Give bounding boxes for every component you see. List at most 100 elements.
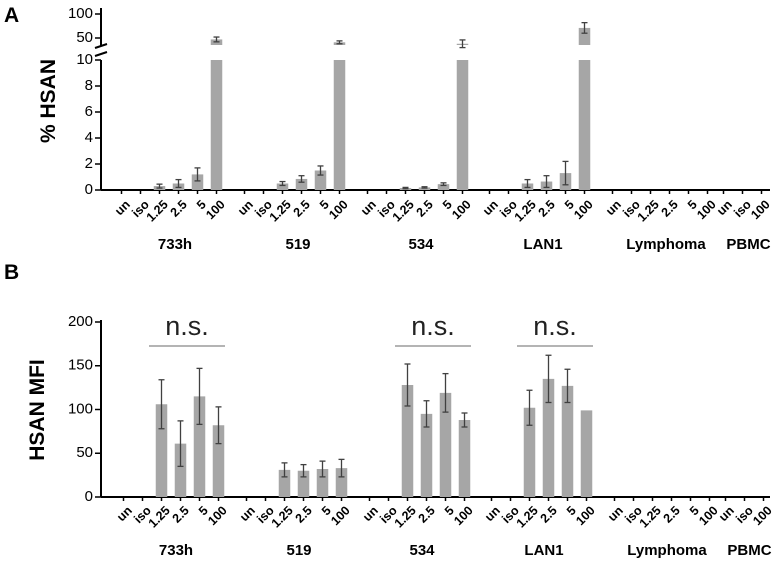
panel-b-x-tick-label: 1.25 xyxy=(269,503,296,530)
panel-a-x-tick-label: un xyxy=(112,197,133,218)
panel-a-x-tick-label: 100 xyxy=(326,197,351,222)
panel-a-x-tick-label: 1.25 xyxy=(390,197,417,224)
panel-b-label: B xyxy=(4,261,19,284)
panel-b-x-tick-label: 1.25 xyxy=(637,503,664,530)
panel-b-x-tick-label: 1.25 xyxy=(392,503,419,530)
panel-b-y-tick-label: 0 xyxy=(85,488,93,505)
bar xyxy=(335,468,348,497)
bar xyxy=(578,60,591,190)
panel-a-y-tick-label: 8 xyxy=(85,77,93,94)
bar xyxy=(420,413,433,497)
panel-b-group-label: PBMC xyxy=(727,542,771,559)
panel-b-group-label: Lymphoma xyxy=(627,542,707,559)
panel-a-x-tick-label: 2.5 xyxy=(414,197,436,219)
bar xyxy=(193,396,206,497)
panel-b-x-tick-label: un xyxy=(605,503,626,524)
bar xyxy=(295,178,308,190)
bar xyxy=(439,392,452,497)
panel-a-y-tick-label: 0 xyxy=(85,181,93,198)
panel-b-x-tick-label: 2.5 xyxy=(293,503,315,525)
panel-b-x-tick-label: un xyxy=(716,503,737,524)
panel-a-label: A xyxy=(4,4,19,27)
panel-a-y-tick-label: 100 xyxy=(68,5,93,22)
panel-a-x-tick-label: un xyxy=(358,197,379,218)
panel-a-group-label: PBMC xyxy=(726,236,770,253)
bar xyxy=(580,410,593,497)
panel-a-x-tick-label: 100 xyxy=(449,197,474,222)
panel-b-x-tick-label: 2.5 xyxy=(170,503,192,525)
panel-b-x-tick-label: 1.25 xyxy=(146,503,173,530)
panel-a-group-label: 534 xyxy=(408,236,434,253)
panel-b-x-tick-label: un xyxy=(114,503,135,524)
panel-b-group-label: 733h xyxy=(159,542,193,559)
significance-label: n.s. xyxy=(165,311,209,341)
bar xyxy=(561,385,574,497)
panel-a-group-label: 519 xyxy=(285,236,310,253)
panel-a-group-label: Lymphoma xyxy=(626,236,706,253)
panel-a-x-tick-label: un xyxy=(714,197,735,218)
panel-a-x-tick-label: 2.5 xyxy=(536,197,558,219)
panel-a-x-tick-label: 100 xyxy=(571,197,596,222)
significance-label: n.s. xyxy=(411,311,455,341)
panel-a-x-tick-label: 1.25 xyxy=(512,197,539,224)
panel-a-x-tick-label: un xyxy=(603,197,624,218)
panel-b-x-tick-label: 2.5 xyxy=(416,503,438,525)
panel-a-x-tick-label: 100 xyxy=(203,197,228,222)
panel-a-x-tick-label: 1.25 xyxy=(267,197,294,224)
bar xyxy=(210,60,223,190)
panel-b-y-tick-label: 150 xyxy=(68,357,93,374)
panel-a-x-tick-label: un xyxy=(235,197,256,218)
panel-a-x-tick-label: 2.5 xyxy=(291,197,313,219)
panel-b-y-axis-label: HSAN MFI xyxy=(26,359,49,461)
panel-a-y-tick-label: 4 xyxy=(85,129,93,146)
panel-b-x-tick-label: 1.25 xyxy=(514,503,541,530)
bar xyxy=(276,183,289,190)
bar xyxy=(155,404,168,497)
panel-a-group-label: LAN1 xyxy=(523,236,562,253)
panel-b-group-label: 519 xyxy=(286,542,311,559)
panel-b-x-tick-label: 100 xyxy=(328,503,353,528)
panel-b-x-tick-label: un xyxy=(482,503,503,524)
panel-b-x-tick-label: 2.5 xyxy=(661,503,683,525)
panel-a-y-axis-label: % HSAN xyxy=(37,59,60,143)
panel-b-y-tick-label: 200 xyxy=(68,313,93,330)
panel-b-group-label: LAN1 xyxy=(524,542,563,559)
panel-a-axis-break-mark xyxy=(94,43,108,57)
bar xyxy=(297,470,310,497)
panel-b-x-tick-label: un xyxy=(237,503,258,524)
bar xyxy=(333,60,346,190)
panel-b-x-tick-label: 100 xyxy=(750,503,775,528)
panel-a-group-label: 733h xyxy=(158,236,192,253)
bar xyxy=(401,385,414,497)
bar xyxy=(174,443,187,497)
bar xyxy=(316,469,329,497)
panel-b-x-tick-label: 100 xyxy=(573,503,598,528)
bar xyxy=(191,174,204,190)
panel-b-y-tick-label: 100 xyxy=(68,400,93,417)
panel-a-x-tick-label: 1.25 xyxy=(144,197,171,224)
bar xyxy=(523,407,536,497)
bar xyxy=(314,170,327,190)
bar xyxy=(542,378,555,497)
panel-a-x-tick-label: 2.5 xyxy=(659,197,681,219)
bar xyxy=(212,425,225,497)
panel-a-x-tick-label: 100 xyxy=(748,197,773,222)
bar xyxy=(458,420,471,497)
bar xyxy=(437,184,450,190)
panel-a-y-tick-label: 10 xyxy=(76,51,93,68)
panel-a-y-tick-label: 50 xyxy=(76,29,93,46)
panel-a-x-tick-label: 1.25 xyxy=(635,197,662,224)
bar xyxy=(278,469,291,497)
significance-label: n.s. xyxy=(533,311,577,341)
panel-a-y-tick-label: 6 xyxy=(85,103,93,120)
panel-a-y-tick-label: 2 xyxy=(85,155,93,172)
panel-b-x-tick-label: 100 xyxy=(205,503,230,528)
panel-a-x-tick-label: 2.5 xyxy=(168,197,190,219)
bar xyxy=(578,27,591,45)
panel-b-x-tick-label: 2.5 xyxy=(538,503,560,525)
bar xyxy=(456,60,469,190)
panel-a-x-tick-label: un xyxy=(480,197,501,218)
